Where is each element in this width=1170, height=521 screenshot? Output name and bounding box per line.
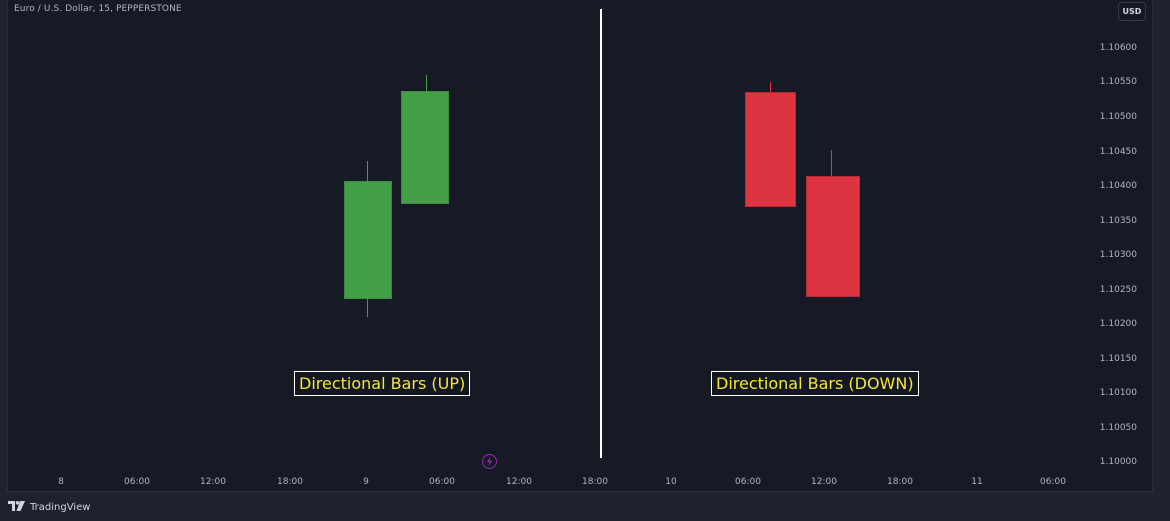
candle-body (745, 92, 796, 207)
candle-body (401, 91, 449, 204)
tradingview-brand: TradingView (30, 502, 91, 513)
time-label: 18:00 (887, 477, 913, 487)
candle-wick (426, 75, 427, 95)
price-label: 1.10200 (1099, 319, 1137, 329)
price-label: 1.10400 (1099, 181, 1137, 191)
time-label: 18:00 (277, 477, 303, 487)
time-label: 06:00 (735, 477, 761, 487)
time-label: 06:00 (124, 477, 150, 487)
chart-pane[interactable] (8, 0, 1090, 470)
time-label: 8 (58, 477, 64, 487)
candle-body (344, 181, 392, 299)
price-label: 1.10300 (1099, 250, 1137, 260)
tradingview-logo[interactable]: TradingView (8, 501, 90, 514)
annotation-up[interactable]: Directional Bars (UP) (294, 371, 471, 396)
candle-wick (831, 150, 832, 180)
price-label: 1.10100 (1099, 388, 1137, 398)
price-label: 1.10050 (1099, 423, 1137, 433)
vertical-divider-line[interactable] (600, 9, 602, 458)
time-label: 18:00 (582, 477, 608, 487)
time-label: 06:00 (429, 477, 455, 487)
candle-body (806, 176, 860, 297)
price-label: 1.10150 (1099, 354, 1137, 364)
chart-frame (7, 0, 1153, 492)
currency-button[interactable]: USD (1118, 2, 1146, 21)
time-label: 12:00 (200, 477, 226, 487)
tradingview-logo-icon (8, 501, 26, 514)
time-label: 11 (971, 477, 983, 487)
time-label: 12:00 (811, 477, 837, 487)
price-axis[interactable]: 1.10600 1.10550 1.10500 1.10450 1.10400 1.103… (1090, 0, 1152, 470)
price-label: 1.10450 (1099, 147, 1137, 157)
time-label: 9 (363, 477, 369, 487)
symbol-legend[interactable]: Euro / U.S. Dollar, 15, PEPPERSTONE (14, 4, 182, 14)
time-label: 12:00 (506, 477, 532, 487)
price-label: 1.10500 (1099, 112, 1137, 122)
price-label: 1.10550 (1099, 77, 1137, 87)
price-label: 1.10000 (1099, 457, 1137, 467)
price-label: 1.10350 (1099, 216, 1137, 226)
annotation-down[interactable]: Directional Bars (DOWN) (711, 371, 919, 396)
candle-wick (770, 82, 771, 96)
event-lightning-icon[interactable] (482, 454, 497, 469)
price-label: 1.10600 (1099, 43, 1137, 53)
time-axis[interactable]: 8 06:00 12:00 18:00 9 06:00 12:00 18:00 10 06:00 1… (8, 470, 1152, 492)
time-label: 10 (665, 477, 677, 487)
price-label: 1.10250 (1099, 285, 1137, 295)
time-label: 06:00 (1040, 477, 1066, 487)
